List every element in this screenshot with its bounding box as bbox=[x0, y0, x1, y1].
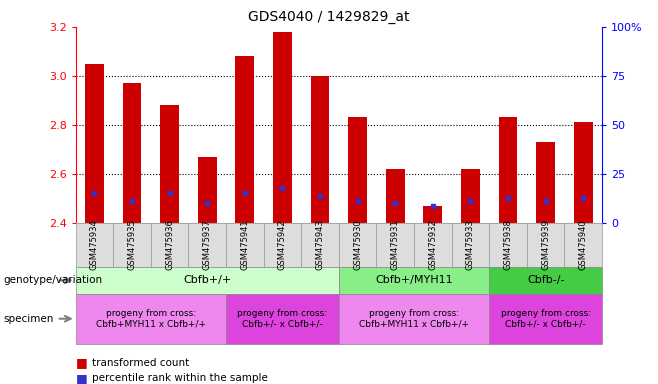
Bar bbox=[161, 105, 179, 223]
Text: GSM475938: GSM475938 bbox=[503, 219, 513, 270]
Text: progeny from cross:
Cbfb+/- x Cbfb+/-: progeny from cross: Cbfb+/- x Cbfb+/- bbox=[501, 309, 591, 328]
Bar bbox=[236, 56, 254, 223]
Text: GSM475943: GSM475943 bbox=[316, 219, 324, 270]
Text: ■: ■ bbox=[76, 356, 88, 369]
Bar bbox=[461, 169, 480, 223]
Text: GSM475932: GSM475932 bbox=[428, 219, 438, 270]
Text: GSM475937: GSM475937 bbox=[203, 219, 212, 270]
Bar bbox=[499, 118, 517, 223]
Text: GSM475942: GSM475942 bbox=[278, 220, 287, 270]
Bar bbox=[386, 169, 405, 223]
Text: GSM475933: GSM475933 bbox=[466, 219, 475, 270]
Bar bbox=[311, 76, 330, 223]
Text: ■: ■ bbox=[76, 372, 88, 384]
Text: specimen: specimen bbox=[3, 314, 54, 324]
Text: GSM475940: GSM475940 bbox=[579, 220, 588, 270]
Text: Cbfb+/+: Cbfb+/+ bbox=[183, 275, 232, 285]
Text: genotype/variation: genotype/variation bbox=[3, 275, 103, 285]
Bar bbox=[122, 83, 141, 223]
Text: progeny from cross:
Cbfb+MYH11 x Cbfb+/+: progeny from cross: Cbfb+MYH11 x Cbfb+/+ bbox=[96, 309, 206, 328]
Bar bbox=[85, 64, 104, 223]
Text: GSM475931: GSM475931 bbox=[391, 219, 400, 270]
Text: transformed count: transformed count bbox=[92, 358, 190, 368]
Bar bbox=[424, 205, 442, 223]
Text: Cbfb+/MYH11: Cbfb+/MYH11 bbox=[375, 275, 453, 285]
Bar bbox=[198, 157, 216, 223]
Text: Cbfb-/-: Cbfb-/- bbox=[527, 275, 565, 285]
Text: GSM475936: GSM475936 bbox=[165, 219, 174, 270]
Bar bbox=[273, 32, 292, 223]
Text: percentile rank within the sample: percentile rank within the sample bbox=[92, 373, 268, 383]
Text: GSM475930: GSM475930 bbox=[353, 219, 362, 270]
Text: GSM475934: GSM475934 bbox=[90, 219, 99, 270]
Bar bbox=[536, 142, 555, 223]
Text: GSM475939: GSM475939 bbox=[541, 219, 550, 270]
Text: GSM475935: GSM475935 bbox=[128, 219, 137, 270]
Text: progeny from cross:
Cbfb+MYH11 x Cbfb+/+: progeny from cross: Cbfb+MYH11 x Cbfb+/+ bbox=[359, 309, 469, 328]
Bar bbox=[348, 118, 367, 223]
Text: GSM475941: GSM475941 bbox=[240, 220, 249, 270]
Text: progeny from cross:
Cbfb+/- x Cbfb+/-: progeny from cross: Cbfb+/- x Cbfb+/- bbox=[238, 309, 328, 328]
Bar bbox=[574, 122, 593, 223]
Text: GDS4040 / 1429829_at: GDS4040 / 1429829_at bbox=[248, 10, 410, 23]
